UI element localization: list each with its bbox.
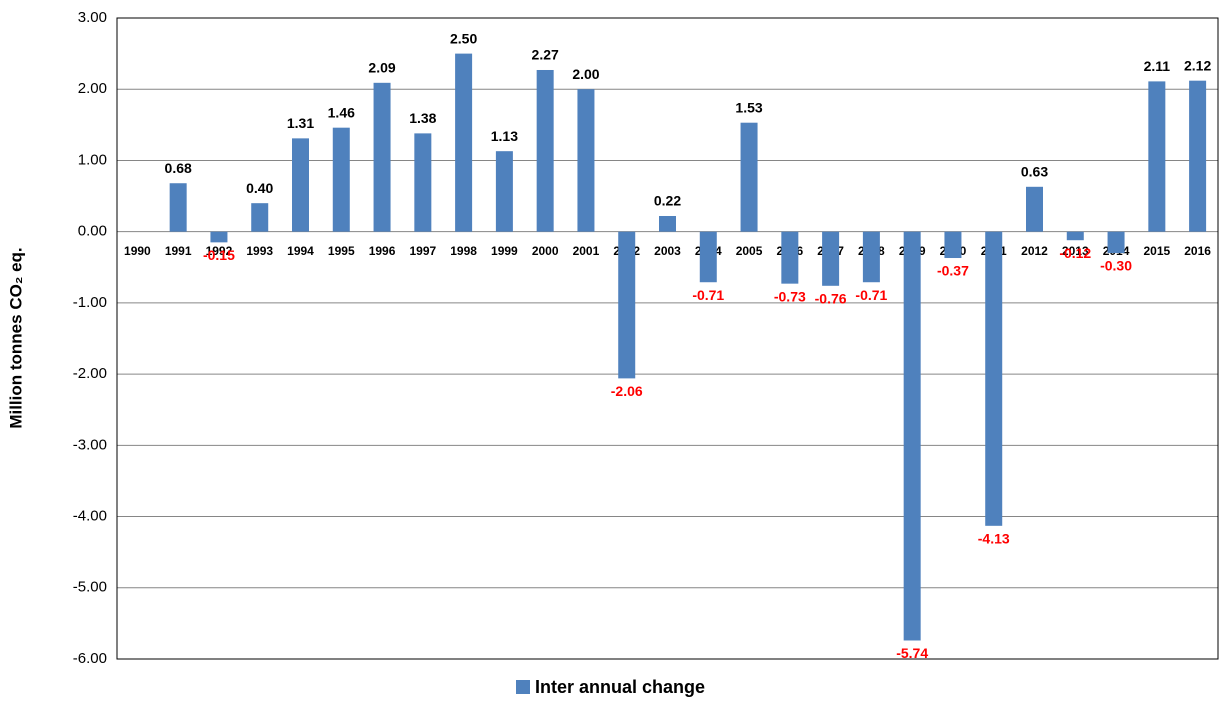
data-label: 2.50 [450,30,477,46]
x-tick-label: 1997 [409,244,436,258]
data-label: 0.68 [165,160,192,176]
bar [577,89,595,232]
data-label: 0.22 [654,193,681,209]
bar [903,231,921,641]
data-label: -0.71 [692,287,724,303]
x-tick-label: 2005 [736,244,763,258]
bar [414,133,432,232]
y-tick-label: -6.00 [73,650,107,667]
bar [210,231,228,243]
bar [373,82,391,232]
bar [822,231,840,286]
bar [699,231,717,283]
bar [169,183,187,232]
bar [251,203,269,232]
bar [495,151,513,232]
bar [944,231,962,259]
y-tick-label: -3.00 [73,436,107,453]
bar [332,127,350,232]
data-label: 1.31 [287,115,314,131]
data-label: 2.27 [532,47,559,63]
bar [985,231,1003,526]
data-label: -5.74 [896,645,928,661]
data-label: 1.13 [491,128,518,144]
bar [740,122,758,232]
bar [1066,231,1084,241]
bar [455,53,473,232]
data-label: -0.12 [1059,245,1091,261]
x-tick-label: 1993 [246,244,273,258]
data-label: -2.06 [611,383,643,399]
data-label: -0.73 [774,288,806,304]
legend-swatch [516,680,530,694]
data-label: -0.30 [1100,258,1132,274]
bar [618,231,636,379]
data-label: 2.00 [572,66,599,82]
data-label: 2.11 [1144,58,1171,74]
data-label: -0.76 [815,290,847,306]
data-label: 0.40 [246,180,273,196]
x-tick-label: 1991 [165,244,192,258]
bar [1107,231,1125,254]
bar [862,231,880,283]
y-tick-label: -2.00 [73,365,107,382]
x-tick-label: 2012 [1021,244,1048,258]
data-label: 0.63 [1021,163,1048,179]
x-tick-label: 1998 [450,244,477,258]
y-tick-label: 1.00 [78,151,107,168]
data-label: -0.71 [855,287,887,303]
bar [1189,80,1207,232]
data-label: -0.15 [203,247,235,263]
bar [659,215,676,232]
x-tick-label: 1994 [287,244,314,258]
plot-border [116,17,1219,660]
y-tick-label: 3.00 [78,9,107,26]
x-tick-label: 2003 [654,244,681,258]
data-label: -4.13 [978,531,1010,547]
x-tick-label: 1992 [206,244,233,258]
x-tick-label: 2013 [1062,244,1089,258]
bar [1148,81,1166,232]
data-label: 1.46 [328,104,355,120]
bar [781,231,799,284]
bar [536,69,554,232]
x-tick-label: 2016 [1184,244,1211,258]
y-tick-label: -1.00 [73,294,107,311]
x-tick-label: 1995 [328,244,355,258]
x-tick-label: 1996 [369,244,396,258]
y-tick-label: 0.00 [78,223,107,240]
data-label: -0.37 [937,263,969,279]
data-label: 1.38 [409,110,436,126]
data-label: 2.12 [1184,57,1211,73]
x-tick-label: 2001 [573,244,600,258]
y-tick-label: 2.00 [78,80,107,97]
x-tick-label: 1990 [124,244,151,258]
y-tick-label: -5.00 [73,579,107,596]
y-tick-label: -4.00 [73,508,107,525]
bar [292,138,309,232]
x-tick-label: 2015 [1143,244,1170,258]
x-tick-label: 2000 [532,244,559,258]
y-axis-label: Million tonnes CO₂ eq. [6,247,25,428]
data-label: 2.09 [368,60,395,76]
data-label: 1.53 [735,99,762,115]
bar [1026,186,1043,232]
legend-label: Inter annual change [535,677,705,697]
x-tick-label: 1999 [491,244,518,258]
